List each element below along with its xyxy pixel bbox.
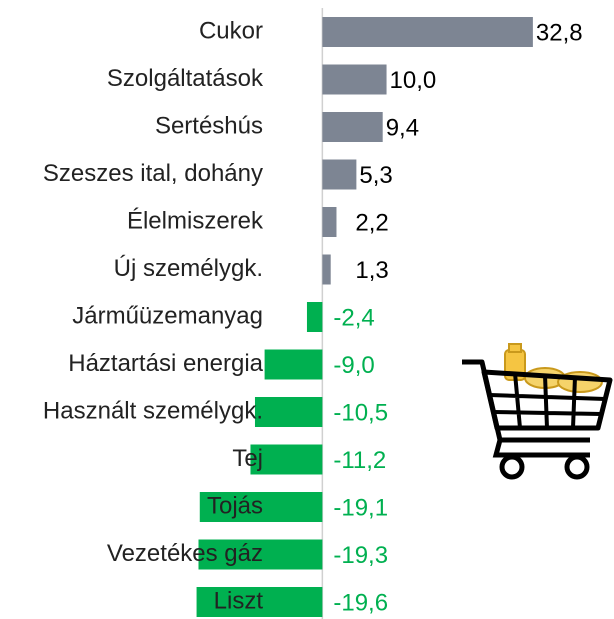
bar: [196, 587, 323, 617]
value-label: -11,2: [333, 447, 386, 474]
bar: [322, 254, 331, 285]
cart-icon: [462, 343, 613, 480]
bar: [198, 539, 323, 570]
value-label: -2,4: [333, 304, 374, 331]
category-label: Járműüzemanyag: [72, 302, 263, 329]
category-label: Sertéshús: [155, 112, 263, 139]
value-label: 9,4: [386, 114, 419, 141]
value-label: 1,3: [355, 257, 388, 284]
category-label: Háztartási energia: [68, 350, 263, 377]
bar: [322, 159, 357, 190]
bar: [322, 112, 383, 142]
category-label: Szolgáltatások: [107, 65, 264, 92]
category-label: Használt személygk.: [43, 397, 263, 424]
category-label: Cukor: [199, 17, 263, 44]
bar: [264, 349, 323, 380]
bar: [254, 397, 323, 427]
bar: [250, 444, 323, 475]
category-label: Új személygk.: [114, 255, 263, 282]
category-label: Liszt: [214, 587, 264, 614]
bar: [322, 64, 387, 95]
bar: [322, 207, 337, 237]
value-label: 32,8: [536, 19, 583, 46]
value-label: -10,5: [333, 399, 388, 426]
category-label: Élelmiszerek: [127, 207, 264, 234]
value-label: 10,0: [390, 67, 437, 94]
value-label: 5,3: [359, 162, 392, 189]
value-label: 2,2: [355, 209, 388, 236]
category-label: Szeszes ital, dohány: [43, 160, 263, 187]
value-label: -19,6: [333, 589, 388, 616]
bar: [306, 302, 323, 332]
category-label: Tej: [232, 445, 263, 472]
category-label: Tojás: [207, 492, 263, 519]
bar: [322, 17, 533, 47]
value-label: -19,1: [333, 494, 388, 521]
value-label: -19,3: [333, 542, 388, 569]
value-label: -9,0: [333, 352, 374, 379]
bar: [199, 492, 323, 522]
category-label: Vezetékes gáz: [107, 540, 263, 567]
